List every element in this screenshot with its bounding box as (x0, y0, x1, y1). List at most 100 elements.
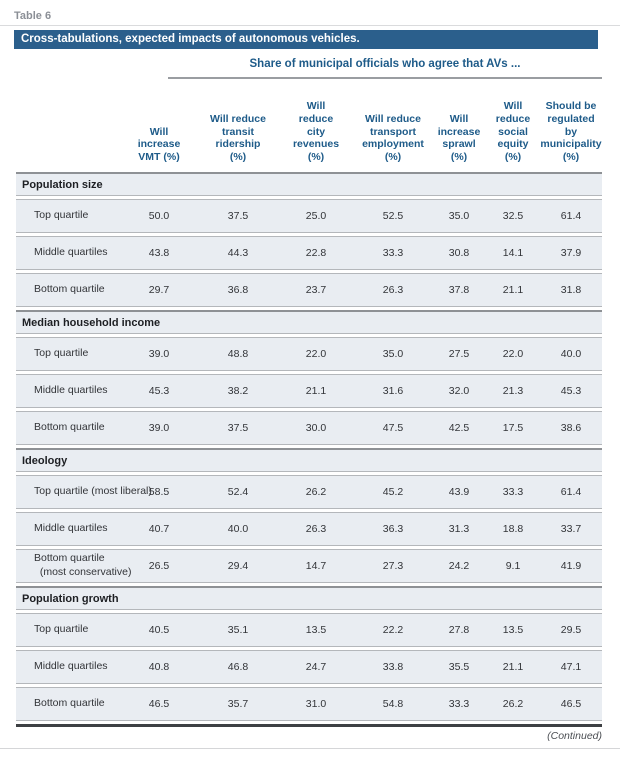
value-cell: 58.5 (120, 475, 198, 509)
table-caption-banner: Cross-tabulations, expected impacts of a… (14, 30, 598, 49)
table-row: Middle quartiles 43.8 44.3 22.8 33.3 30.8 14.1… (16, 236, 602, 270)
group-row: Ideology (16, 448, 602, 472)
row-label: Bottom quartile (16, 411, 120, 445)
value-cell: 48.8 (198, 337, 278, 371)
column-header: Will reduce transport employment (%) (362, 112, 424, 164)
header-row: Will increase VMT (%) Will reduce transit… (16, 82, 602, 169)
value-cell: 27.8 (432, 613, 486, 647)
row-label: Middle quartiles (16, 236, 120, 270)
value-cell: 30.8 (432, 236, 486, 270)
table-row: Top quartile 50.0 37.5 25.0 52.5 35.0 32.5 61.4 (16, 199, 602, 233)
value-cell: 14.7 (278, 549, 354, 583)
group-header: Ideology (16, 448, 602, 472)
value-cell: 13.5 (486, 613, 540, 647)
divider (0, 25, 620, 26)
table-bottom-rule (16, 724, 602, 727)
column-header: Will increase VMT (%) (137, 125, 181, 164)
value-cell: 29.4 (198, 549, 278, 583)
value-cell: 39.0 (120, 411, 198, 445)
group-row: Population growth (16, 586, 602, 610)
column-header: Will reduce transit ridership (%) (210, 112, 266, 164)
value-cell: 26.5 (120, 549, 198, 583)
value-cell: 47.1 (540, 650, 602, 684)
value-cell: 50.0 (120, 199, 198, 233)
value-cell: 26.3 (278, 512, 354, 546)
column-header: Should be regulated by municipality (%) (540, 100, 602, 164)
value-cell: 40.5 (120, 613, 198, 647)
value-cell: 40.0 (198, 512, 278, 546)
value-cell: 14.1 (486, 236, 540, 270)
value-cell: 9.1 (486, 549, 540, 583)
value-cell: 33.3 (354, 236, 432, 270)
value-cell: 61.4 (540, 199, 602, 233)
value-cell: 52.5 (354, 199, 432, 233)
value-cell: 22.0 (278, 337, 354, 371)
value-cell: 47.5 (354, 411, 432, 445)
value-cell: 52.4 (198, 475, 278, 509)
table-row: Top quartile (most liberal) 58.5 52.4 26.2 4… (16, 475, 602, 509)
row-label: Middle quartiles (16, 512, 120, 546)
value-cell: 33.8 (354, 650, 432, 684)
value-cell: 36.3 (354, 512, 432, 546)
column-header: Will increase sprawl (%) (437, 112, 481, 164)
value-cell: 30.0 (278, 411, 354, 445)
value-cell: 22.2 (354, 613, 432, 647)
value-cell: 43.8 (120, 236, 198, 270)
table-row: Top quartile 40.5 35.1 13.5 22.2 27.8 13.5 29.5 (16, 613, 602, 647)
table-row: Bottom quartile 46.5 35.7 31.0 54.8 33.3 26.2 4… (16, 687, 602, 721)
value-cell: 44.3 (198, 236, 278, 270)
value-cell: 33.7 (540, 512, 602, 546)
value-cell: 31.0 (278, 687, 354, 721)
value-cell: 33.3 (486, 475, 540, 509)
column-header: Will reduce social equity (%) (495, 100, 531, 164)
value-cell: 32.5 (486, 199, 540, 233)
value-cell: 37.9 (540, 236, 602, 270)
table-row: Bottom quartile 29.7 36.8 23.7 26.3 37.8 21.1 3… (16, 273, 602, 307)
value-cell: 26.2 (278, 475, 354, 509)
value-cell: 35.0 (354, 337, 432, 371)
row-label: Bottom quartile (16, 687, 120, 721)
value-cell: 26.3 (354, 273, 432, 307)
continued-note: (Continued) (547, 730, 602, 742)
value-cell: 38.6 (540, 411, 602, 445)
value-cell: 32.0 (432, 374, 486, 408)
row-label: Middle quartiles (16, 650, 120, 684)
table-row: Middle quartiles 40.8 46.8 24.7 33.8 35.5 21.1… (16, 650, 602, 684)
value-cell: 46.8 (198, 650, 278, 684)
value-cell: 31.3 (432, 512, 486, 546)
column-header: Will reduce city revenues (%) (292, 100, 340, 164)
value-cell: 41.9 (540, 549, 602, 583)
row-label: Bottom quartile (16, 273, 120, 307)
value-cell: 23.7 (278, 273, 354, 307)
table-row: Top quartile 39.0 48.8 22.0 35.0 27.5 22.0 40.0 (16, 337, 602, 371)
value-cell: 43.9 (432, 475, 486, 509)
value-cell: 29.7 (120, 273, 198, 307)
row-label: Top quartile (16, 337, 120, 371)
table-row: Middle quartiles 45.3 38.2 21.1 31.6 32.0 21.3… (16, 374, 602, 408)
value-cell: 22.0 (486, 337, 540, 371)
value-cell: 61.4 (540, 475, 602, 509)
value-cell: 35.7 (198, 687, 278, 721)
value-cell: 21.1 (486, 273, 540, 307)
group-header: Population growth (16, 586, 602, 610)
value-cell: 46.5 (120, 687, 198, 721)
value-cell: 13.5 (278, 613, 354, 647)
group-header: Population size (16, 172, 602, 196)
value-cell: 46.5 (540, 687, 602, 721)
row-label: Middle quartiles (16, 374, 120, 408)
value-cell: 22.8 (278, 236, 354, 270)
value-cell: 25.0 (278, 199, 354, 233)
value-cell: 38.2 (198, 374, 278, 408)
table-row: Bottom quartile 39.0 37.5 30.0 47.5 42.5 17.5 3… (16, 411, 602, 445)
header-spacer (16, 82, 120, 169)
row-label: Top quartile (16, 199, 120, 233)
group-row: Population size (16, 172, 602, 196)
value-cell: 31.6 (354, 374, 432, 408)
value-cell: 37.8 (432, 273, 486, 307)
column-spanner-heading: Share of municipal officials who agree t… (249, 58, 521, 70)
value-cell: 54.8 (354, 687, 432, 721)
value-cell: 27.5 (432, 337, 486, 371)
value-cell: 40.7 (120, 512, 198, 546)
value-cell: 40.8 (120, 650, 198, 684)
